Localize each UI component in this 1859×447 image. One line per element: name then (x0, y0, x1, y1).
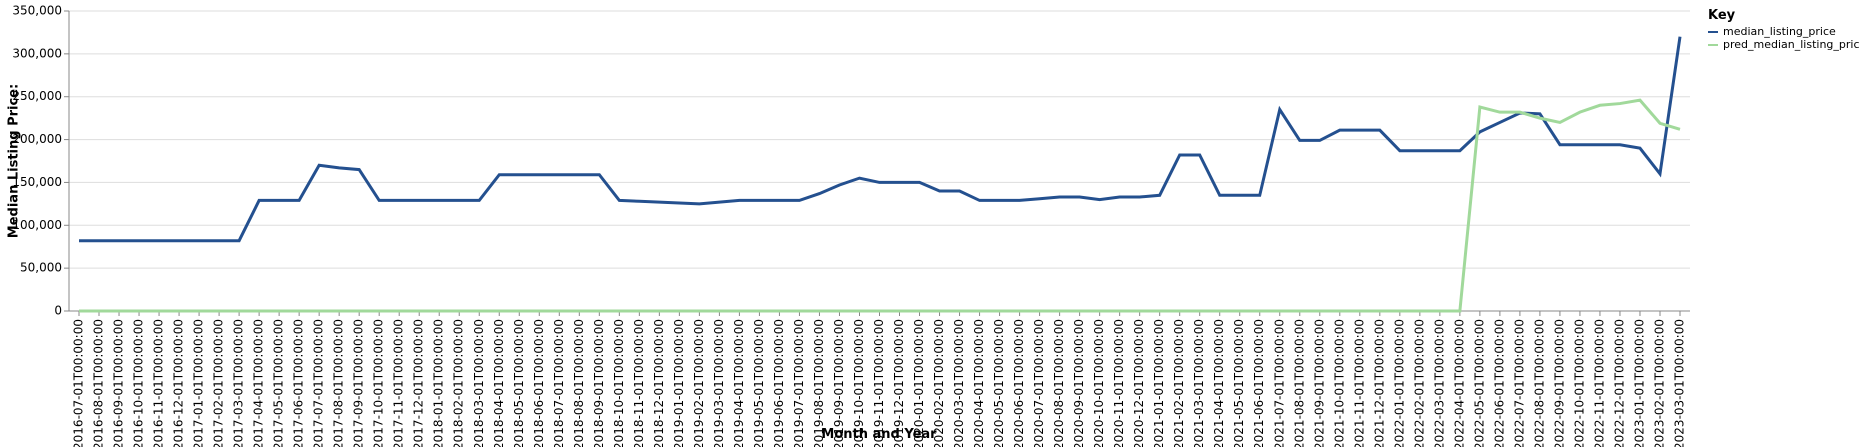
x-tick-label: 2020-05-01T00:00:00 (992, 319, 1006, 447)
x-tick-label: 2019-04-01T00:00:00 (732, 319, 746, 447)
x-tick-label: 2022-04-01T00:00:00 (1452, 319, 1466, 447)
x-tick-label: 2019-01-01T00:00:00 (672, 319, 686, 447)
x-tick-label: 2018-05-01T00:00:00 (512, 319, 526, 447)
x-tick-label: 2022-06-01T00:00:00 (1492, 319, 1506, 447)
y-tick-label: 300,000 (12, 46, 62, 60)
x-tick-label: 2017-02-01T00:00:00 (212, 319, 226, 447)
x-tick-label: 2016-12-01T00:00:00 (172, 319, 186, 447)
x-tick-label: 2018-12-01T00:00:00 (652, 319, 666, 447)
x-tick-label: 2021-04-01T00:00:00 (1212, 319, 1226, 447)
x-tick-label: 2017-06-01T00:00:00 (292, 319, 306, 447)
x-tick-label: 2022-05-01T00:00:00 (1472, 319, 1486, 447)
y-tick-label: 0 (54, 304, 62, 318)
x-tick-label: 2020-09-01T00:00:00 (1072, 319, 1086, 447)
y-tick-label: 100,000 (12, 218, 62, 232)
x-tick-label: 2018-04-01T00:00:00 (492, 319, 506, 447)
x-tick-label: 2022-08-01T00:00:00 (1532, 319, 1546, 447)
x-tick-label: 2019-12-01T00:00:00 (892, 319, 906, 447)
x-tick-label: 2016-07-01T00:00:00 (72, 319, 86, 447)
x-tick-label: 2020-11-01T00:00:00 (1112, 319, 1126, 447)
x-tick-label: 2021-11-01T00:00:00 (1352, 319, 1366, 447)
x-tick-label: 2017-10-01T00:00:00 (372, 319, 386, 447)
x-tick-label: 2023-01-01T00:00:00 (1632, 319, 1646, 447)
x-tick-label: 2019-05-01T00:00:00 (752, 319, 766, 447)
legend-label: median_listing_price (1723, 25, 1836, 38)
series-line (79, 98, 1681, 313)
x-tick-label: 2018-03-01T00:00:00 (472, 319, 486, 447)
x-tick-label: 2017-01-01T00:00:00 (192, 319, 206, 447)
x-tick-label: 2022-02-01T00:00:00 (1412, 319, 1426, 447)
x-tick-label: 2019-09-01T00:00:00 (832, 319, 846, 447)
x-tick-label: 2022-03-01T00:00:00 (1432, 319, 1446, 447)
x-tick-label: 2018-01-01T00:00:00 (432, 319, 446, 447)
x-tick-label: 2022-09-01T00:00:00 (1552, 319, 1566, 447)
x-tick-label: 2018-11-01T00:00:00 (632, 319, 646, 447)
y-tick-label: 200,000 (12, 132, 62, 146)
x-tick-label: 2020-03-01T00:00:00 (952, 319, 966, 447)
x-tick-label: 2018-06-01T00:00:00 (532, 319, 546, 447)
x-tick-label: 2021-03-01T00:00:00 (1192, 319, 1206, 447)
x-tick-label: 2016-09-01T00:00:00 (112, 319, 126, 447)
x-tick-label: 2017-07-01T00:00:00 (312, 319, 326, 447)
x-tick-label: 2022-07-01T00:00:00 (1512, 319, 1526, 447)
x-tick-label: 2020-12-01T00:00:00 (1132, 319, 1146, 447)
x-tick-label: 2017-09-01T00:00:00 (352, 319, 366, 447)
x-tick-label: 2020-01-01T00:00:00 (912, 319, 926, 447)
x-tick-label: 2018-09-01T00:00:00 (592, 319, 606, 447)
legend-title: Key (1708, 8, 1736, 23)
x-tick-label: 2019-10-01T00:00:00 (852, 319, 866, 447)
x-tick-label: 2020-02-01T00:00:00 (932, 319, 946, 447)
x-tick-label: 2018-10-01T00:00:00 (612, 319, 626, 447)
x-tick-label: 2020-08-01T00:00:00 (1052, 319, 1066, 447)
x-tick-label: 2020-04-01T00:00:00 (972, 319, 986, 447)
x-tick-label: 2022-12-01T00:00:00 (1612, 319, 1626, 447)
x-tick-label: 2020-07-01T00:00:00 (1032, 319, 1046, 447)
x-tick-label: 2016-08-01T00:00:00 (92, 319, 106, 447)
x-tick-label: 2019-11-01T00:00:00 (872, 319, 886, 447)
x-tick-label: 2022-10-01T00:00:00 (1572, 319, 1586, 447)
x-tick-label: 2017-12-01T00:00:00 (412, 319, 426, 447)
x-tick-label: 2019-08-01T00:00:00 (812, 319, 826, 447)
x-tick-label: 2020-06-01T00:00:00 (1012, 319, 1026, 447)
y-tick-label: 350,000 (12, 4, 62, 18)
x-tick-label: 2021-05-01T00:00:00 (1232, 319, 1246, 447)
y-tick-label: 50,000 (20, 261, 62, 275)
x-tick-label: 2023-02-01T00:00:00 (1652, 319, 1666, 447)
x-tick-label: 2018-08-01T00:00:00 (572, 319, 586, 447)
x-tick-label: 2017-08-01T00:00:00 (332, 319, 346, 447)
legend-label: pred_median_listing_price (1723, 38, 1859, 51)
x-tick-label: 2019-03-01T00:00:00 (712, 319, 726, 447)
x-tick-label: 2021-08-01T00:00:00 (1292, 319, 1306, 447)
x-tick-label: 2021-07-01T00:00:00 (1272, 319, 1286, 447)
x-tick-label: 2020-10-01T00:00:00 (1092, 319, 1106, 447)
x-tick-label: 2018-07-01T00:00:00 (552, 319, 566, 447)
x-tick-label: 2017-03-01T00:00:00 (232, 319, 246, 447)
x-axis-title: Month and Year (821, 427, 937, 442)
series-line (79, 36, 1682, 243)
y-tick-label: 250,000 (12, 89, 62, 103)
x-tick-label: 2019-02-01T00:00:00 (692, 319, 706, 447)
x-tick-label: 2021-10-01T00:00:00 (1332, 319, 1346, 447)
x-tick-label: 2021-12-01T00:00:00 (1372, 319, 1386, 447)
x-tick-label: 2022-11-01T00:00:00 (1592, 319, 1606, 447)
x-tick-label: 2017-05-01T00:00:00 (272, 319, 286, 447)
x-tick-label: 2017-11-01T00:00:00 (392, 319, 406, 447)
x-tick-label: 2021-06-01T00:00:00 (1252, 319, 1266, 447)
x-tick-label: 2022-01-01T00:00:00 (1392, 319, 1406, 447)
x-tick-label: 2019-07-01T00:00:00 (792, 319, 806, 447)
y-axis-title: Median Listing Price: (7, 84, 22, 238)
x-tick-label: 2016-11-01T00:00:00 (152, 319, 166, 447)
y-tick-label: 150,000 (12, 175, 62, 189)
x-tick-label: 2021-02-01T00:00:00 (1172, 319, 1186, 447)
x-tick-label: 2021-01-01T00:00:00 (1152, 319, 1166, 447)
x-tick-label: 2021-09-01T00:00:00 (1312, 319, 1326, 447)
x-tick-label: 2023-03-01T00:00:00 (1673, 319, 1687, 447)
x-tick-label: 2017-04-01T00:00:00 (252, 319, 266, 447)
x-tick-label: 2018-02-01T00:00:00 (452, 319, 466, 447)
x-tick-label: 2016-10-01T00:00:00 (132, 319, 146, 447)
x-tick-label: 2019-06-01T00:00:00 (772, 319, 786, 447)
